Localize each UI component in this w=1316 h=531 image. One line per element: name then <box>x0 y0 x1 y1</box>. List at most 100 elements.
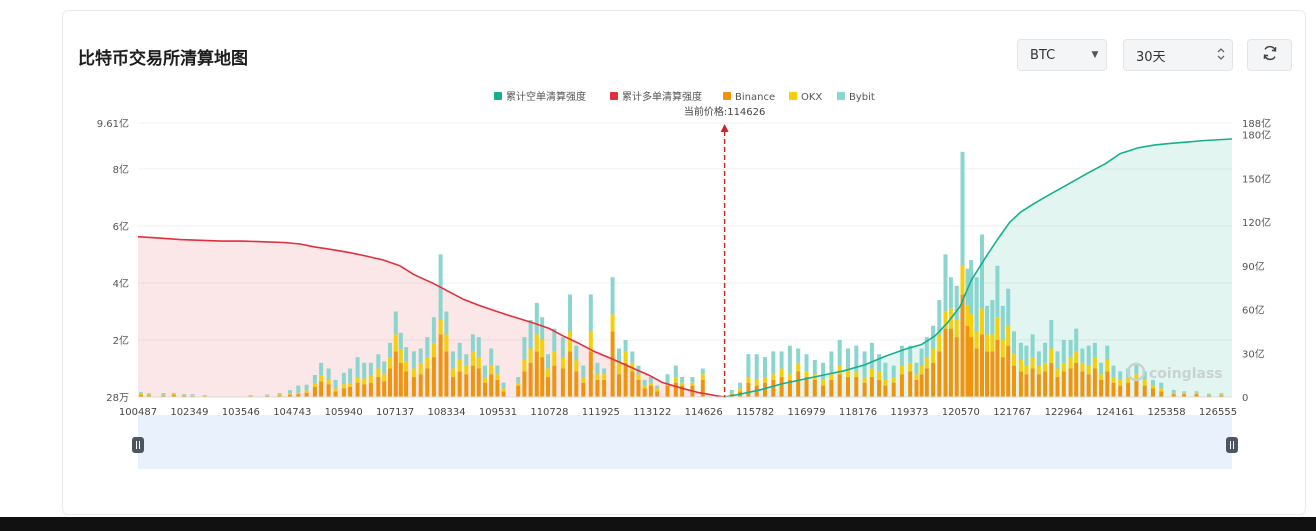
symbol-select[interactable]: BTC ▼ <box>1017 39 1107 71</box>
bybit-bar <box>891 365 896 377</box>
bottom-bar <box>0 517 1316 531</box>
okx-bar <box>1219 394 1224 396</box>
okx-bar <box>617 362 621 375</box>
bybit-bar <box>540 317 545 340</box>
okx-bar <box>288 393 292 395</box>
binance-bar <box>418 374 423 397</box>
okx-bar <box>411 368 416 378</box>
okx-bar <box>690 382 695 386</box>
bybit-bar <box>333 379 338 389</box>
binance-bar <box>333 391 338 397</box>
binance-bar <box>812 379 817 397</box>
refresh-button[interactable] <box>1247 39 1292 71</box>
binance-bar <box>1118 385 1123 397</box>
bybit-bar <box>1000 305 1005 340</box>
binance-bar <box>995 340 1000 397</box>
binance-bar <box>304 392 309 397</box>
okx-bar <box>464 365 469 375</box>
bybit-bar <box>139 392 143 394</box>
okx-bar <box>846 368 850 378</box>
binance-bar <box>1126 382 1131 397</box>
bybit-bar <box>1080 348 1085 363</box>
okx-bar <box>304 390 309 393</box>
bybit-bar <box>700 368 705 375</box>
okx-bar <box>382 374 387 382</box>
y-left-tick-label: 8亿 <box>113 163 129 176</box>
okx-bar <box>552 351 557 366</box>
bybit-bar <box>341 372 346 385</box>
binance-bar <box>908 371 913 397</box>
binance-bar <box>869 377 874 397</box>
bybit-bar <box>1030 334 1035 358</box>
okx-bar <box>700 374 705 380</box>
bybit-bar <box>362 362 367 379</box>
bybit-bar <box>787 345 792 375</box>
bybit-bar <box>388 342 392 358</box>
bybit-bar <box>418 348 423 363</box>
bybit-bar <box>779 351 784 369</box>
okx-bar <box>1207 394 1211 396</box>
y-right-tick-label: 150亿 <box>1242 172 1271 185</box>
okx-bar <box>1061 362 1066 372</box>
bybit-bar <box>574 345 579 360</box>
binance-bar <box>522 371 527 397</box>
binance-bar <box>470 365 475 397</box>
y-right-tick-label: 0 <box>1242 393 1248 404</box>
okx-bar <box>1068 357 1073 369</box>
bybit-bar <box>288 390 292 394</box>
bybit-bar <box>829 351 834 375</box>
okx-bar <box>931 348 936 363</box>
okx-bar <box>642 385 647 389</box>
x-tick-label: 100487 <box>119 407 157 418</box>
bybit-bar <box>265 394 270 396</box>
okx-bar <box>1126 377 1131 383</box>
okx-bar <box>738 388 743 392</box>
binance-bar <box>821 385 826 397</box>
binance-bar <box>388 368 392 397</box>
bybit-bar <box>602 368 607 375</box>
binance-bar <box>1194 394 1199 397</box>
binance-bar <box>673 382 678 397</box>
bybit-bar <box>985 305 989 335</box>
binance-bar <box>528 362 533 397</box>
binance-bar <box>1006 345 1011 397</box>
bybit-bar <box>1207 393 1211 395</box>
okx-bar <box>763 377 767 383</box>
binance-bar <box>924 368 929 397</box>
okx-bar <box>796 362 801 372</box>
okx-bar <box>729 392 734 395</box>
binance-bar <box>1099 379 1104 397</box>
binance-bar <box>1000 357 1005 397</box>
bybit-bar <box>954 285 959 320</box>
y-right-tick-label: 188亿 <box>1242 117 1271 130</box>
bybit-bar <box>1024 345 1029 366</box>
zoom-range-track[interactable] <box>138 415 1232 469</box>
bybit-bar <box>763 357 767 378</box>
chart-title: 比特币交易所清算地图 <box>78 49 248 69</box>
binance-bar <box>680 385 685 397</box>
bybit-bar <box>248 395 253 396</box>
okx-bar <box>362 378 367 385</box>
okx-bar <box>438 320 443 335</box>
bybit-bar <box>854 345 859 372</box>
okx-bar <box>924 357 929 369</box>
binance-bar <box>476 368 481 397</box>
y-right-tick-label: 180亿 <box>1242 129 1271 142</box>
okx-bar <box>862 377 867 383</box>
okx-bar <box>1092 357 1097 369</box>
bybit-bar <box>398 332 403 350</box>
zoom-handle-left[interactable] <box>132 437 144 453</box>
binance-bar <box>1030 368 1035 397</box>
bybit-bar <box>846 348 850 369</box>
binance-bar <box>960 294 965 397</box>
binance-bar <box>1080 371 1085 397</box>
bybit-bar <box>425 337 430 358</box>
period-select[interactable]: 30天 <box>1123 39 1233 71</box>
x-tick-label: 118176 <box>839 407 877 418</box>
okx-bar <box>610 314 615 332</box>
binance-bar <box>931 362 936 397</box>
zoom-handle-right[interactable] <box>1226 437 1238 453</box>
okx-bar <box>1012 354 1016 366</box>
binance-bar <box>602 379 607 397</box>
